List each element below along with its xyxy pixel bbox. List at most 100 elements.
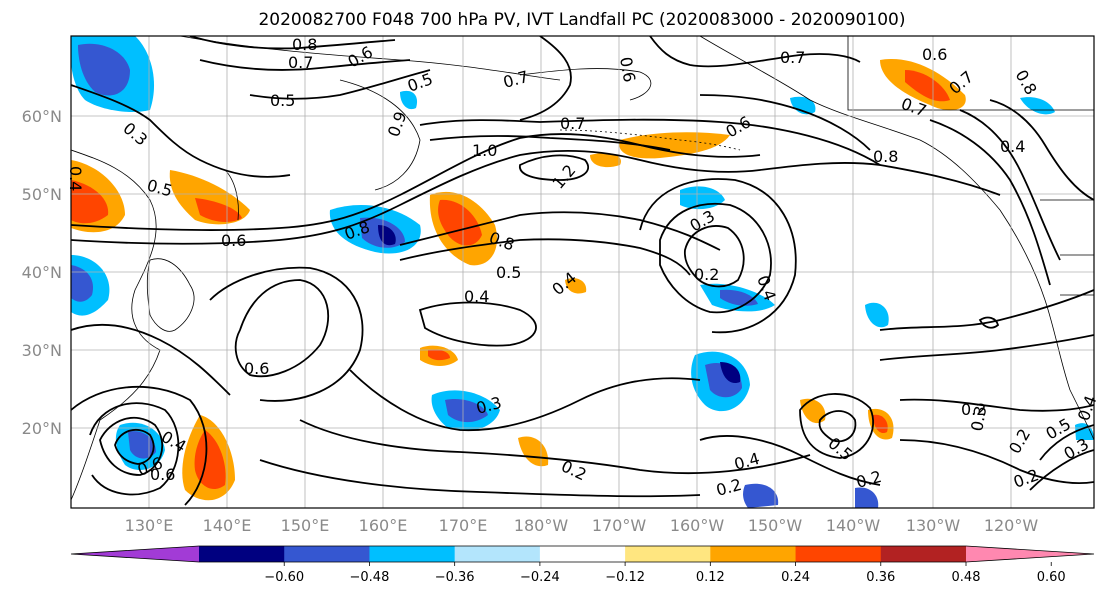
lat-label: 40°N — [22, 263, 62, 282]
contour-line — [699, 435, 881, 486]
negative-anomaly-region — [743, 483, 779, 508]
positive-anomaly-region — [619, 132, 730, 159]
map-frame — [70, 35, 1095, 509]
contour-line — [519, 154, 590, 181]
asia-coastline — [71, 149, 161, 501]
contour-line — [189, 36, 396, 50]
contour-label: 0.4 — [464, 287, 489, 306]
colorbar-tick-label: −0.12 — [605, 570, 645, 585]
colorbar-tick-label: 0.48 — [952, 570, 981, 585]
contour-label: 0.6 — [221, 231, 246, 250]
negative-anomaly-region — [720, 362, 741, 384]
positive-anomaly-region — [518, 436, 549, 467]
contour-label: 0.5 — [270, 91, 295, 110]
negative-anomaly-region — [78, 43, 130, 96]
aleutian-islands — [559, 129, 741, 151]
contour-line — [234, 279, 329, 378]
colorbar-segment — [454, 546, 541, 562]
contour-line — [639, 178, 797, 334]
colorbar-extend-min — [71, 546, 199, 562]
lat-label: 60°N — [22, 107, 62, 126]
contour-label: 0.4 — [1074, 393, 1101, 423]
figure-title: 2020082700 F048 700 hPa PV, IVT Landfall… — [258, 10, 905, 30]
alaska-coastline — [699, 36, 1001, 211]
contour-line — [99, 416, 164, 476]
contour-line — [71, 149, 1001, 245]
contour-label: 0.6 — [345, 42, 377, 71]
contour-line — [519, 36, 572, 121]
contour-line — [299, 419, 811, 475]
graticule — [71, 36, 1094, 508]
contour-line — [349, 369, 701, 432]
positive-anomaly-region — [800, 398, 826, 424]
colorbar-segment — [795, 546, 882, 562]
positive-anomaly-region — [195, 198, 242, 222]
contour-label: 0.2 — [714, 475, 744, 500]
contour-line — [699, 94, 871, 151]
lon-label: 150°E — [281, 516, 330, 535]
contour-label: 0.3 — [967, 404, 990, 432]
contour-label: 0.7 — [288, 53, 313, 72]
lon-label: 130°E — [125, 516, 174, 535]
contour-label: 0.5 — [496, 263, 521, 282]
negative-anomaly-region — [71, 265, 94, 302]
lon-label: 140°E — [203, 516, 252, 535]
colorbar-segment — [284, 546, 370, 562]
positive-anomaly-region — [905, 70, 950, 102]
north-america-coastline — [999, 209, 1094, 441]
contour-line — [399, 211, 721, 251]
lon-label: 140°W — [826, 516, 881, 535]
contour-line — [989, 99, 1094, 201]
colorbar-segment — [539, 546, 626, 562]
lon-label: 160°W — [670, 516, 725, 535]
lat-label: 50°N — [22, 185, 62, 204]
contour-line — [249, 69, 431, 100]
contour-label: 0.4 — [66, 166, 85, 191]
negative-anomaly-region — [865, 302, 889, 328]
contour-label: 0.8 — [292, 35, 317, 54]
colorbar — [70, 545, 1095, 563]
colorbar-extend-max — [966, 546, 1094, 562]
colorbar-tick-label: 0.12 — [696, 570, 725, 585]
lon-label: 150°W — [748, 516, 803, 535]
contour-label: 0.8 — [1012, 67, 1041, 99]
negative-anomaly-region — [680, 186, 725, 210]
lon-label: 120°W — [984, 516, 1039, 535]
negative-anomaly-region — [378, 225, 396, 246]
contour-line — [1029, 449, 1094, 491]
contour-label: 0.8 — [873, 147, 898, 166]
contour-line — [659, 202, 772, 314]
contour-label: 1.2 — [549, 161, 580, 193]
contour-label: 0.2 — [694, 265, 719, 284]
negative-anomaly-region — [1020, 97, 1055, 115]
contour-line — [799, 393, 875, 459]
contour-line — [879, 334, 1094, 361]
negative-anomaly-region — [400, 90, 418, 110]
colorbar-tick-label: −0.48 — [350, 570, 390, 585]
pv-anomaly-shading — [71, 36, 1094, 508]
colorbar-tick-label: −0.36 — [435, 570, 475, 585]
colorbar-outline — [70, 545, 1095, 563]
contour-label: 0.6 — [922, 45, 947, 64]
contour-label: 0.4 — [732, 449, 762, 474]
contour-label: 0.3 — [687, 206, 719, 235]
contour-line — [683, 225, 745, 288]
colorbar-tick-label: −0.60 — [264, 570, 304, 585]
contour-line — [899, 398, 1094, 412]
contour-label: 0.7 — [780, 48, 805, 67]
contour-line — [259, 459, 701, 498]
positive-anomaly-region — [873, 414, 888, 434]
contour-label: 0.6 — [150, 465, 175, 484]
lon-label: 170°W — [592, 516, 647, 535]
negative-anomaly-region — [445, 399, 488, 423]
latitude-labels: 60°N 50°N 40°N 30°N 20°N — [22, 107, 62, 438]
contour-line — [199, 59, 411, 71]
colorbar-segment — [625, 546, 711, 562]
contour-line — [419, 118, 881, 166]
contour-line — [418, 301, 537, 347]
negative-anomaly-region — [855, 487, 879, 508]
colorbar-tick-label: 0.24 — [781, 570, 810, 585]
lat-label: 20°N — [22, 419, 62, 438]
positive-anomaly-region — [590, 153, 621, 168]
